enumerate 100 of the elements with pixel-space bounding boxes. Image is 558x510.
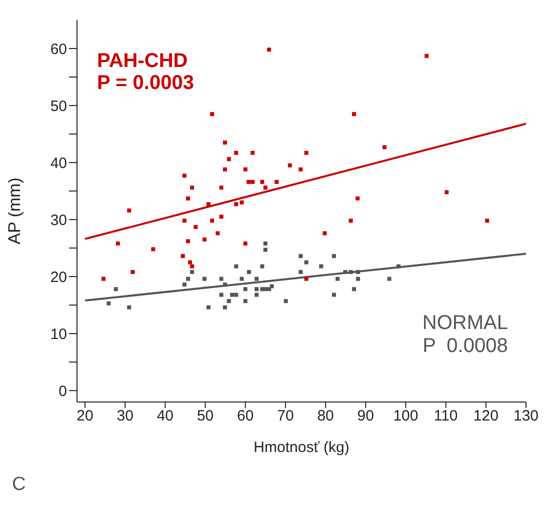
point [106,301,111,306]
point [332,292,336,297]
x-tick-label: 60 [237,408,254,425]
point [182,218,186,223]
point [485,218,490,223]
point [222,305,227,310]
y-tick-label: 60 [50,40,67,58]
point [222,282,227,287]
point [243,242,248,246]
point [234,264,238,268]
point [219,186,224,190]
point [127,305,132,310]
point [186,196,190,200]
x-tick-label: 40 [156,408,174,425]
point [180,254,185,258]
x-tick-label: 120 [473,408,498,425]
x-tick-label: 50 [196,408,214,425]
point [243,287,248,292]
point [288,163,292,168]
point [298,254,303,258]
point [240,200,244,204]
point [263,248,268,252]
point [352,287,356,292]
y-tick-label: 10 [50,326,67,343]
y-tick-label: 20 [50,268,67,286]
point [348,270,353,274]
point [343,270,348,274]
point [254,287,259,292]
point [114,287,118,292]
point [260,180,264,184]
point [219,276,224,281]
point [424,54,429,58]
x-axis-title: Hmotnosť (kg) [254,439,350,456]
point [190,186,194,190]
point [243,299,248,304]
point [332,254,336,258]
point [246,270,251,274]
point [336,276,340,281]
annotation: P 0.0008 [422,335,508,358]
y-tick-label: 50 [50,98,67,115]
point [352,112,356,116]
point [267,48,272,52]
point [130,270,135,274]
text: PAH-CHD [97,50,189,72]
x-tick-label: 20 [76,408,94,425]
point [210,218,214,223]
point [188,260,192,264]
point [206,305,210,310]
x-tick-label: 130 [513,408,539,425]
point [222,167,227,172]
point [219,292,224,297]
x-tick-label: 100 [393,408,418,425]
point [219,214,224,219]
x-tick-label: 30 [116,408,134,425]
point [210,112,214,116]
point [396,264,401,268]
point [186,239,190,244]
point [254,276,259,281]
point [182,282,186,287]
point [274,180,279,184]
point [151,247,156,252]
point [243,167,248,172]
point [319,264,324,268]
point [348,218,353,223]
y-tick-label: 0 [58,382,67,400]
point [234,202,238,206]
x-tick-label: 80 [317,408,334,425]
point [356,270,360,274]
text: NORMAL [422,312,508,335]
point [298,270,303,274]
point [260,264,264,268]
point [222,140,227,145]
point [202,276,206,281]
x-tick-label: 110 [434,408,458,425]
point [263,186,268,190]
point [270,284,274,288]
point [234,150,238,155]
point [267,287,272,292]
point [230,292,234,297]
point [202,238,206,242]
point [304,150,308,155]
point [263,242,268,246]
point [356,196,360,200]
point [194,224,198,229]
point [284,299,288,304]
point [304,276,308,281]
point [387,276,392,281]
point [246,180,251,184]
point [356,276,360,281]
point [382,145,386,150]
point [182,174,186,178]
y-tick-label: 30 [50,212,67,229]
point [226,299,231,304]
point [216,231,220,236]
point [190,270,194,274]
annotation: P = 0.0003 [97,72,194,94]
x-tick-label: 90 [357,408,374,425]
point [234,292,238,297]
point [298,167,303,172]
point [101,276,106,281]
